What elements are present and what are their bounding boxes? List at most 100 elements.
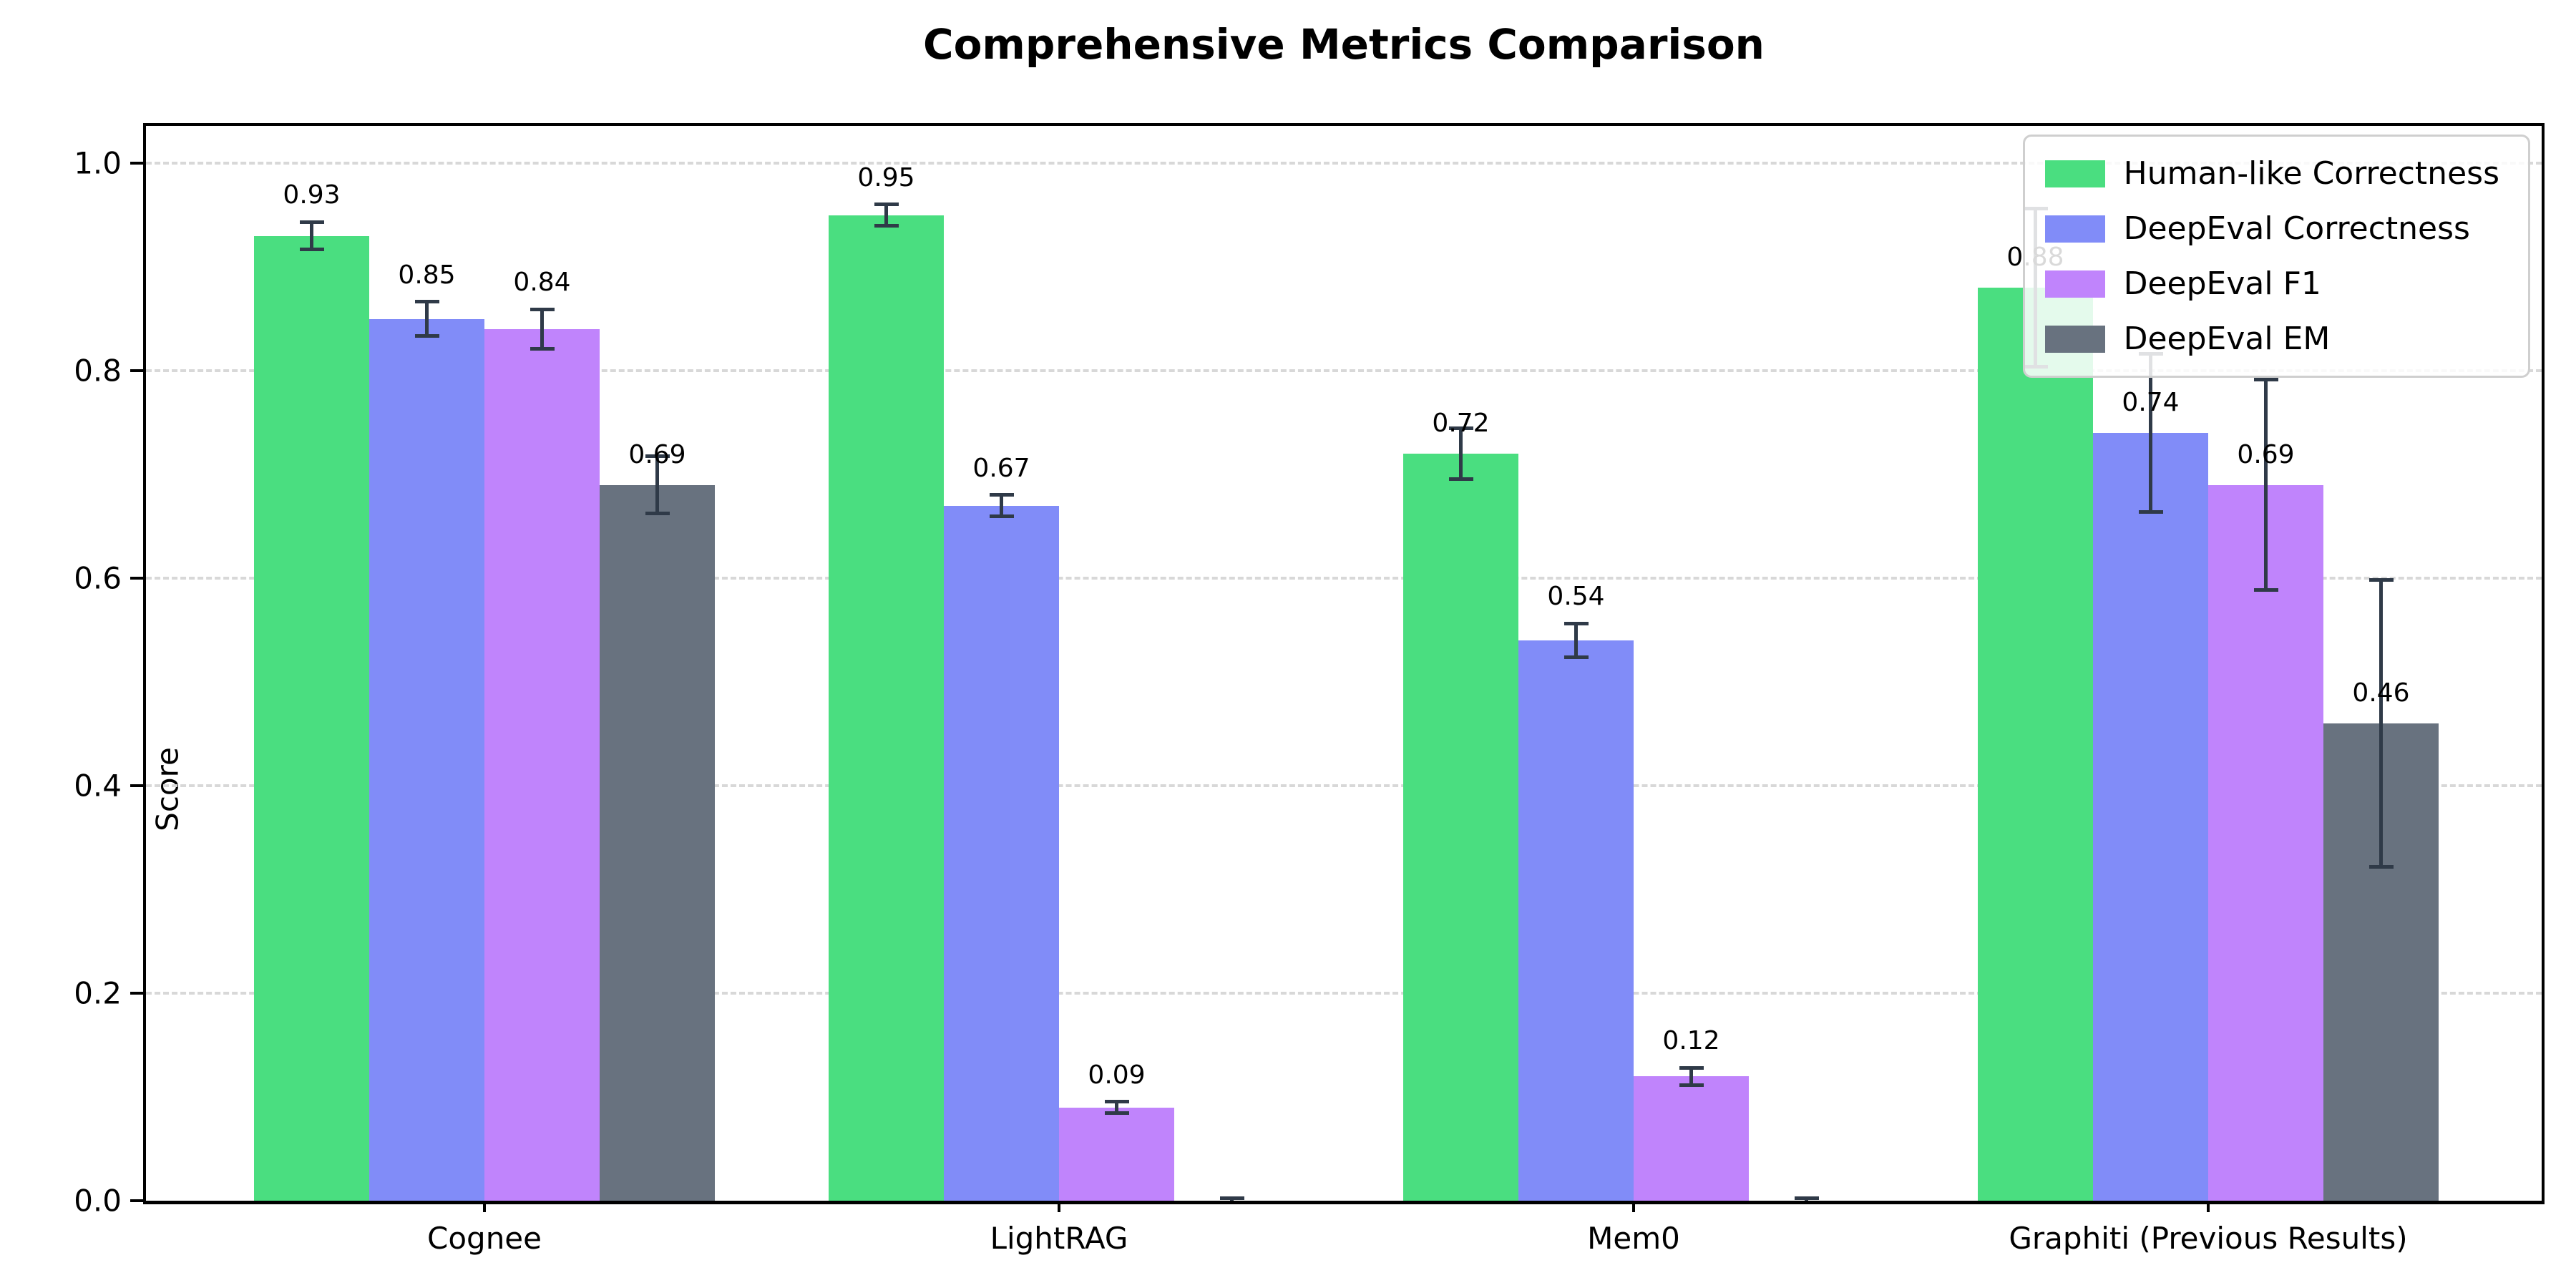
error-cap-bottom	[2368, 865, 2394, 869]
gridline-0.8	[146, 369, 2542, 372]
y-tick-mark-0.8	[130, 369, 146, 372]
error-cap-top	[1679, 1065, 1704, 1070]
gridline-0.6	[146, 577, 2542, 580]
error-cap-top	[874, 203, 899, 207]
y-tick-mark-0.2	[130, 992, 146, 995]
error-bar-deepeval-correctness-cognee	[425, 300, 429, 338]
bar-value-label: 0.46	[2352, 678, 2410, 708]
bar-value-label: 0.54	[1547, 582, 1605, 612]
legend-label: Human-like Correctness	[2123, 155, 2499, 192]
bar-deepeval-correctness-lightrag	[944, 505, 1059, 1201]
error-cap-top	[1219, 1196, 1244, 1201]
bar-value-label: 0.74	[2122, 388, 2180, 418]
bar-value-label: 0.69	[2237, 439, 2295, 469]
legend-label: DeepEval Correctness	[2123, 210, 2470, 247]
bar-value-label: 0.84	[513, 268, 571, 298]
error-cap-top	[2368, 578, 2394, 582]
error-cap-bottom	[989, 514, 1014, 518]
error-cap-bottom	[1563, 655, 1589, 660]
error-bar-deepeval-em-graphiti-previous-results	[2379, 578, 2383, 869]
error-cap-bottom	[530, 347, 555, 351]
bar-human-like-correctness-cognee	[254, 235, 369, 1201]
y-tick-label: 0.4	[74, 768, 122, 804]
x-tick-mark-mem0	[1632, 1201, 1635, 1212]
y-tick-label: 0.0	[74, 1183, 122, 1219]
bar-value-label: 0.85	[398, 260, 456, 290]
x-tick-mark-lightrag	[1058, 1201, 1060, 1212]
bar-value-label: 0.93	[283, 180, 341, 210]
bar-deepeval-correctness-graphiti-previous-results	[2093, 433, 2208, 1201]
error-cap-bottom	[874, 223, 899, 228]
x-tick-mark-cognee	[483, 1201, 486, 1212]
y-tick-label: 0.6	[74, 560, 122, 596]
error-cap-bottom	[645, 511, 670, 515]
bar-value-label: 0.72	[1432, 409, 1490, 439]
legend-label: DeepEval F1	[2123, 265, 2321, 302]
bar-deepeval-f1-mem0	[1634, 1076, 1749, 1201]
x-tick-label-mem0: Mem0	[1587, 1221, 1680, 1256]
plot-area: Score 0.0 0.2 0.4 0.6 0.8 1.0 Cognee LightRAG M…	[74, 123, 2545, 1256]
error-bar-deepeval-correctness-lightrag	[1000, 493, 1003, 518]
bar-value-label: 0.95	[857, 162, 915, 192]
gridline-1.0	[146, 162, 2542, 165]
y-tick-mark-0.6	[130, 577, 146, 580]
legend-item-deepeval-em: DeepEval EM	[2044, 321, 2499, 357]
error-bar-deepeval-f1-mem0	[1689, 1065, 1693, 1087]
error-cap-top	[414, 300, 439, 304]
legend-swatch-deepeval-f1	[2044, 270, 2105, 298]
error-bar-human-like-correctness-cognee	[310, 220, 313, 252]
error-cap-top	[299, 220, 324, 224]
error-cap-top	[645, 454, 670, 459]
legend-item-deepeval-correctness: DeepEval Correctness	[2044, 210, 2499, 247]
bar-human-like-correctness-graphiti-previous-results	[1978, 288, 2093, 1201]
x-tick-mark-graphiti-previous-results	[2207, 1201, 2210, 1212]
error-cap-top	[530, 307, 555, 311]
bar-deepeval-correctness-mem0	[1518, 640, 1634, 1201]
bar-value-label: 0.12	[1662, 1026, 1720, 1055]
gridline-0.4	[146, 784, 2542, 787]
error-bar-deepeval-f1-cognee	[540, 307, 544, 351]
legend-item-deepeval-f1: DeepEval F1	[2044, 265, 2499, 302]
legend-item-human-like-correctness: Human-like Correctness	[2044, 155, 2499, 192]
legend-label: DeepEval EM	[2123, 321, 2331, 357]
error-bar-human-like-correctness-mem0	[1459, 426, 1463, 481]
y-tick-label: 1.0	[74, 145, 122, 181]
bar-deepeval-f1-cognee	[484, 329, 600, 1201]
error-cap-top	[1794, 1196, 1819, 1201]
legend: Human-like Correctness DeepEval Correctne…	[2022, 135, 2530, 378]
error-bar-deepeval-correctness-graphiti-previous-results	[2149, 351, 2152, 514]
y-tick-mark-1.0	[130, 162, 146, 165]
bar-deepeval-correctness-cognee	[369, 318, 484, 1201]
bar-human-like-correctness-lightrag	[829, 215, 944, 1201]
bar-value-label: 0.69	[628, 439, 686, 469]
error-cap-bottom	[1104, 1111, 1129, 1115]
error-cap-bottom	[414, 333, 439, 338]
error-bar-deepeval-correctness-mem0	[1574, 621, 1578, 660]
error-cap-top	[989, 493, 1014, 497]
bar-deepeval-em-cognee	[600, 484, 715, 1201]
gridline-0.2	[146, 992, 2542, 995]
error-cap-bottom	[2138, 510, 2163, 514]
error-cap-bottom	[2253, 587, 2278, 592]
legend-swatch-deepeval-correctness	[2044, 215, 2105, 243]
bar-value-label: 0.09	[1088, 1060, 1146, 1090]
error-cap-bottom	[299, 248, 324, 252]
y-tick-label: 0.8	[74, 353, 122, 389]
x-tick-label-graphiti-previous-results: Graphiti (Previous Results)	[2009, 1221, 2408, 1256]
y-tick-label: 0.2	[74, 975, 122, 1011]
bar-human-like-correctness-mem0	[1403, 454, 1518, 1201]
y-axis-label: Score	[150, 747, 185, 831]
legend-swatch-deepeval-em	[2044, 325, 2105, 353]
bar-value-label: 0.67	[972, 453, 1030, 483]
error-bar-deepeval-f1-lightrag	[1115, 1100, 1118, 1115]
x-tick-label-cognee: Cognee	[427, 1221, 542, 1256]
error-bar-deepeval-f1-graphiti-previous-results	[2264, 378, 2268, 592]
chart-title: Comprehensive Metrics Comparison	[923, 20, 1765, 69]
bar-deepeval-f1-lightrag	[1059, 1107, 1174, 1201]
error-bar-human-like-correctness-lightrag	[884, 203, 888, 228]
x-tick-label-lightrag: LightRAG	[990, 1221, 1128, 1256]
error-cap-bottom	[1448, 477, 1473, 481]
error-cap-top	[1448, 426, 1473, 431]
bar-deepeval-f1-graphiti-previous-results	[2208, 484, 2323, 1201]
